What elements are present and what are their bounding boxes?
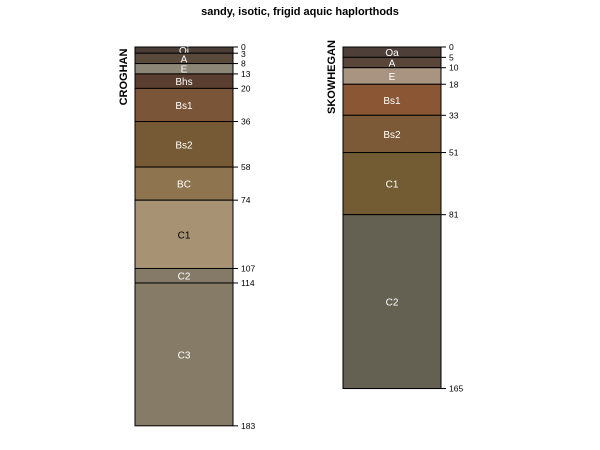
profile-name: SKOWHEGAN: [326, 40, 338, 114]
horizon-label: Oa: [385, 48, 399, 59]
depth-label: 165: [449, 384, 463, 394]
depth-label: 107: [241, 263, 255, 273]
horizon-label: Bhs: [175, 77, 192, 88]
depth-label: 74: [241, 195, 251, 205]
horizon-label: C3: [178, 350, 191, 361]
horizon-block: [342, 83, 442, 116]
depth-label: 0: [241, 42, 246, 52]
depth-label: 81: [449, 210, 459, 220]
depth-label: 18: [449, 79, 459, 89]
horizon-label: C2: [386, 298, 399, 309]
horizon-label: A: [181, 54, 188, 65]
horizon-block: [134, 121, 234, 168]
horizon-label: Bs2: [383, 130, 401, 141]
depth-label: 5: [449, 52, 454, 62]
figure-title: sandy, isotic, frigid aquic haplorthods: [201, 6, 399, 18]
depth-label: 13: [241, 69, 251, 79]
horizon-block: [134, 282, 234, 427]
profile-name: CROGHAN: [118, 49, 130, 106]
horizon-block: [342, 114, 442, 154]
depth-label: 20: [241, 83, 251, 93]
horizon-label: Bs1: [175, 101, 193, 112]
horizon-label: E: [389, 72, 396, 83]
depth-label: 58: [241, 162, 251, 172]
horizon-block: [134, 166, 234, 201]
depth-label: 33: [449, 110, 459, 120]
depth-label: 10: [449, 63, 459, 73]
horizon-label: A: [389, 59, 396, 70]
horizon-label: Bs1: [383, 96, 401, 107]
horizon-label: Bs2: [175, 140, 193, 151]
horizon-label: E: [181, 65, 188, 76]
horizon-block: [134, 199, 234, 269]
depth-label: 8: [241, 59, 246, 69]
depth-label: 183: [241, 421, 255, 431]
depth-label: 3: [241, 49, 246, 59]
horizon-label: C2: [178, 272, 191, 283]
depth-label: 0: [449, 42, 454, 52]
horizon-label: Oi: [179, 46, 189, 57]
depth-label: 36: [241, 117, 251, 127]
horizon-block: [134, 87, 234, 123]
horizon-label: C1: [178, 230, 191, 241]
horizon-block: [342, 214, 442, 390]
depth-label: 114: [241, 278, 255, 288]
horizon-block: [342, 152, 442, 216]
horizon-label: BC: [177, 180, 191, 191]
depth-label: 51: [449, 148, 459, 158]
horizon-label: C1: [386, 180, 399, 191]
